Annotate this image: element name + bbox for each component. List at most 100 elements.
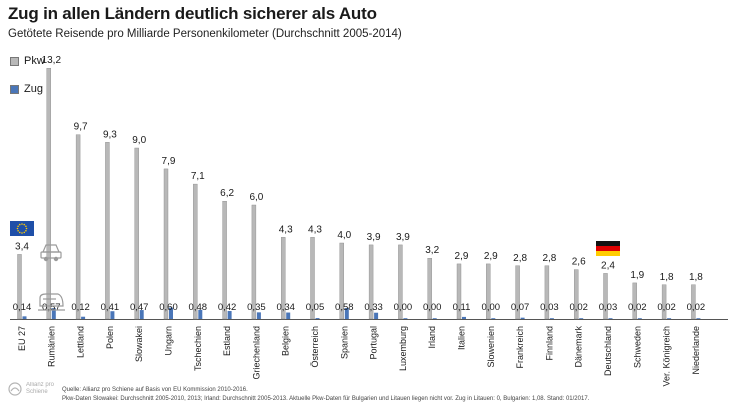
category-label-belgien: Belgien — [281, 326, 291, 356]
bar-zug-estland — [227, 311, 232, 319]
data-label-zug-italien: 0,11 — [453, 302, 471, 313]
category-label-griechenland: Griechenland — [251, 326, 261, 380]
category-label-slowakei: Slowakei — [134, 326, 144, 362]
legend-swatch-pkw — [10, 56, 19, 66]
data-label-zug-finnland: 0,03 — [540, 302, 559, 313]
data-label-pkw-schweden: 1,9 — [630, 270, 644, 281]
data-label-pkw-italien: 2,9 — [455, 251, 469, 262]
bar-zug-italien — [462, 316, 466, 319]
data-label-zug-estland: 0,42 — [218, 302, 237, 313]
eu-flag-star — [18, 223, 21, 226]
bar-pkw-ver-königreich — [661, 284, 667, 320]
data-label-pkw-portugal: 3,9 — [367, 232, 381, 243]
bar-pkw-spanien — [339, 242, 344, 320]
data-label-pkw-österreich: 4,3 — [308, 224, 322, 235]
eu-flag-star — [23, 223, 26, 226]
data-label-pkw-dänemark: 2,6 — [572, 257, 586, 268]
data-label-zug-ungarn: 0,60 — [159, 302, 178, 313]
bar-pkw-luxemburg — [398, 244, 403, 320]
data-label-zug-tschechien: 0,48 — [189, 302, 208, 313]
data-label-pkw-lettland: 9,7 — [74, 122, 88, 133]
bar-zug-slowenien — [491, 318, 496, 319]
data-label-zug-frankreich: 0,07 — [511, 302, 530, 313]
data-label-pkw-frankreich: 2,8 — [513, 253, 527, 264]
category-label-lettland: Lettland — [76, 326, 86, 358]
germany-flag-icon — [596, 241, 620, 256]
bar-zug-schweden — [637, 318, 642, 319]
data-label-pkw-irland: 3,2 — [425, 245, 439, 256]
train-icon — [38, 293, 65, 311]
data-label-zug-griechenland: 0,35 — [247, 302, 266, 313]
data-label-zug-österreich: 0,05 — [306, 302, 325, 313]
bar-pkw-slowenien — [486, 263, 491, 320]
allianz-logo: Allianz pro Schiene — [8, 382, 66, 396]
bar-zug-luxemburg — [403, 318, 408, 319]
category-label-eu-27: EU 27 — [17, 326, 27, 351]
data-label-pkw-rumänien: 13,2 — [42, 55, 62, 66]
bar-pkw-polen — [105, 142, 110, 320]
category-label-italien: Italien — [457, 326, 467, 350]
car-icon-body — [40, 251, 62, 259]
category-label-rumänien: Rumänien — [46, 326, 56, 367]
data-label-pkw-slowakei: 9,0 — [132, 135, 146, 146]
data-label-zug-dänemark: 0,02 — [569, 302, 588, 313]
bar-zug-frankreich — [520, 317, 525, 319]
bar-zug-tschechien — [198, 309, 203, 319]
train-icon-body — [39, 293, 64, 307]
category-label-spanien: Spanien — [339, 326, 349, 359]
category-label-ungarn: Ungarn — [164, 326, 174, 356]
data-label-pkw-luxemburg: 3,9 — [396, 232, 410, 243]
bar-pkw-portugal — [368, 244, 374, 320]
category-label-polen: Polen — [105, 326, 115, 349]
legend-label-pkw: Pkw — [24, 55, 45, 67]
bar-pkw-italien — [456, 263, 462, 320]
bar-pkw-finnland — [544, 265, 550, 320]
bar-zug-niederlande — [696, 318, 701, 319]
eu-flag-star — [16, 227, 19, 230]
legend-swatch-zug — [10, 84, 19, 94]
eu-flag-star — [17, 225, 19, 228]
bar-zug-polen — [110, 311, 115, 319]
category-label-österreich: Österreich — [310, 326, 320, 368]
bar-pkw-griechenland — [251, 204, 257, 320]
bar-pkw-tschechien — [193, 183, 198, 320]
data-label-zug-luxemburg: 0,00 — [394, 302, 413, 313]
bar-zug-spanien — [344, 307, 349, 319]
category-label-irland: Irland — [427, 326, 437, 349]
eu-flag-star — [25, 225, 27, 228]
data-label-pkw-deutschland: 2,4 — [601, 260, 615, 271]
bar-zug-deutschland — [608, 318, 613, 319]
bar-pkw-belgien — [281, 237, 286, 320]
germany-flag-red — [596, 246, 620, 251]
data-label-pkw-slowenien: 2,9 — [484, 251, 498, 262]
eu-flag-field — [10, 221, 34, 236]
data-label-pkw-griechenland: 6,0 — [249, 192, 263, 203]
chart-title: Zug in allen Ländern deutlich sicherer a… — [8, 4, 377, 23]
bar-zug-belgien — [286, 312, 291, 319]
bar-pkw-dänemark — [574, 269, 579, 320]
legend-label-zug: Zug — [24, 83, 43, 95]
category-label-ver-königreich: Ver. Königreich — [662, 326, 672, 387]
bar-zug-irland — [432, 318, 437, 319]
bar-zug-griechenland — [256, 312, 261, 319]
category-label-portugal: Portugal — [369, 326, 379, 360]
data-label-pkw-tschechien: 7,1 — [191, 171, 205, 182]
data-label-zug-slowakei: 0,47 — [130, 302, 149, 313]
bar-zug-ver-königreich — [667, 318, 672, 319]
data-label-pkw-finnland: 2,8 — [542, 253, 556, 264]
bar-pkw-lettland — [75, 134, 81, 320]
eu-flag-star — [23, 231, 26, 234]
bar-zug-finnland — [549, 318, 554, 319]
data-label-pkw-estland: 6,2 — [220, 188, 234, 199]
data-label-zug-portugal: 0,33 — [364, 302, 383, 313]
bar-pkw-österreich — [310, 237, 315, 320]
data-label-zug-irland: 0,00 — [423, 302, 442, 313]
data-label-zug-rumänien: 0,57 — [42, 302, 61, 313]
category-label-niederlande: Niederlande — [691, 326, 701, 375]
category-label-dänemark: Dänemark — [574, 326, 584, 368]
data-label-zug-deutschland: 0,03 — [599, 302, 618, 313]
bar-pkw-slowakei — [134, 147, 139, 320]
bar-pkw-deutschland — [603, 273, 608, 320]
eu-flag-star — [17, 229, 19, 232]
